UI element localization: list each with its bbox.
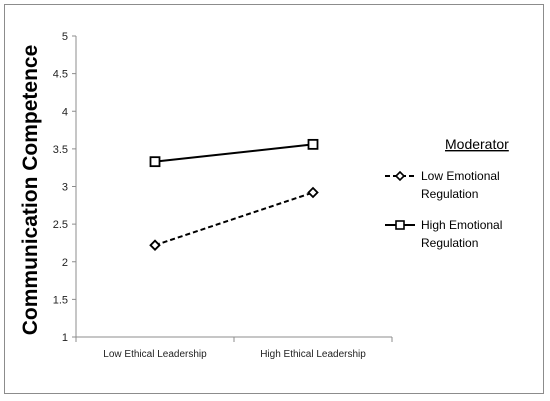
y-tick-label: 3 [62,182,68,194]
legend-label-high-line2: Regulation [421,236,478,250]
y-tick-label: 1.5 [53,294,68,306]
series-line-high-emotional-regulation [154,143,314,163]
y-tick-label: 2 [62,257,68,269]
y-tick-label: 5 [62,31,68,43]
legend-title: Moderator [445,136,509,152]
y-tick-label: 4.5 [53,69,68,81]
data-point-square [149,156,161,168]
chart-frame [4,4,544,394]
legend-item-low-emotional-regulation: Low Emotional Regulation [385,169,500,201]
y-tick-label: 4 [62,106,68,118]
data-point-diamond [307,186,319,199]
series-line-low-emotional-regulation [154,191,314,247]
x-ticks: Low Ethical Leadership High Ethical Leade… [75,337,393,360]
y-axis-title: Communication Competence [19,45,42,336]
y-tick-label: 2.5 [53,219,68,231]
legend-label-low-line1: Low Emotional [421,169,500,183]
series-group [149,138,319,251]
y-ticks: 1 1.5 2 2.5 3 3.5 4 4.5 5 [53,31,76,344]
data-point-diamond [149,239,161,251]
y-tick-label: 1 [62,332,68,344]
legend-label-low-line2: Regulation [421,187,478,201]
x-tick-label: High Ethical Leadership [260,349,366,360]
legend-label-high-line1: High Emotional [421,218,502,232]
x-tick-label: Low Ethical Leadership [103,349,207,360]
legend-marker-diamond [394,170,406,182]
legend: Moderator Low Emotional Regulation High … [385,136,509,250]
y-tick-label: 3.5 [53,144,68,156]
legend-marker-square [395,220,405,230]
data-point-square [307,138,319,150]
legend-item-high-emotional-regulation: High Emotional Regulation [385,218,502,250]
